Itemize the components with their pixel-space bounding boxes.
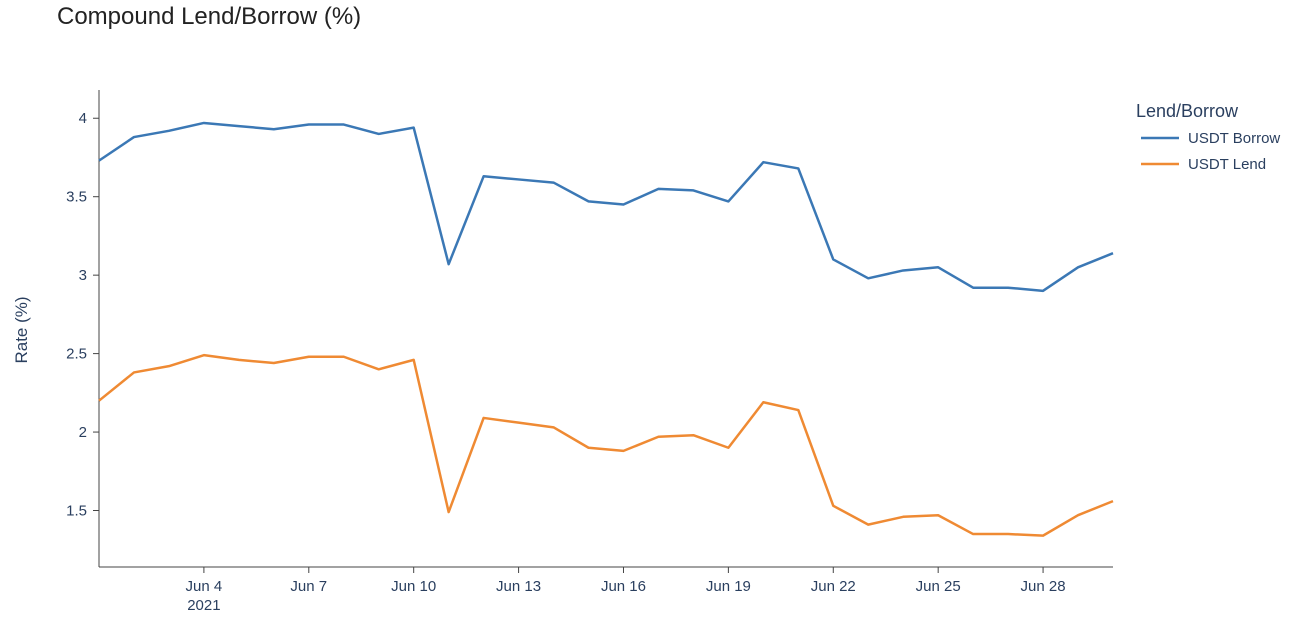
x-tick-label: Jun 13: [496, 578, 542, 595]
x-tick-label: Jun 28: [1020, 578, 1066, 595]
y-tick-label: 3: [79, 267, 87, 284]
y-tick-label: 3.5: [66, 189, 87, 206]
x-tick-label: Jun 19: [705, 578, 751, 595]
y-tick-label: 2.5: [66, 346, 87, 363]
legend-label: USDT Lend: [1188, 156, 1266, 173]
y-tick-label: 1.5: [66, 503, 87, 520]
y-tick-label: 2: [79, 424, 87, 441]
line-series: [98, 121, 1114, 293]
x-tick-label: Jun 25: [915, 578, 961, 595]
x-tick-label: Jun 10: [391, 578, 437, 595]
x-tick-label: Jun 22: [810, 578, 856, 595]
legend-label: USDT Borrow: [1188, 130, 1280, 147]
x-tick-label: Jun 7: [290, 578, 328, 595]
x-tick-label: Jun 16: [600, 578, 646, 595]
y-tick-label: 4: [79, 110, 87, 127]
line-series: [98, 353, 1114, 537]
y-axis-title: Rate (%): [12, 296, 31, 363]
legend-title: Lend/Borrow: [1136, 101, 1239, 121]
x-tick-label: Jun 4 2021: [185, 578, 223, 614]
chart-title: Compound Lend/Borrow (%): [57, 3, 361, 30]
